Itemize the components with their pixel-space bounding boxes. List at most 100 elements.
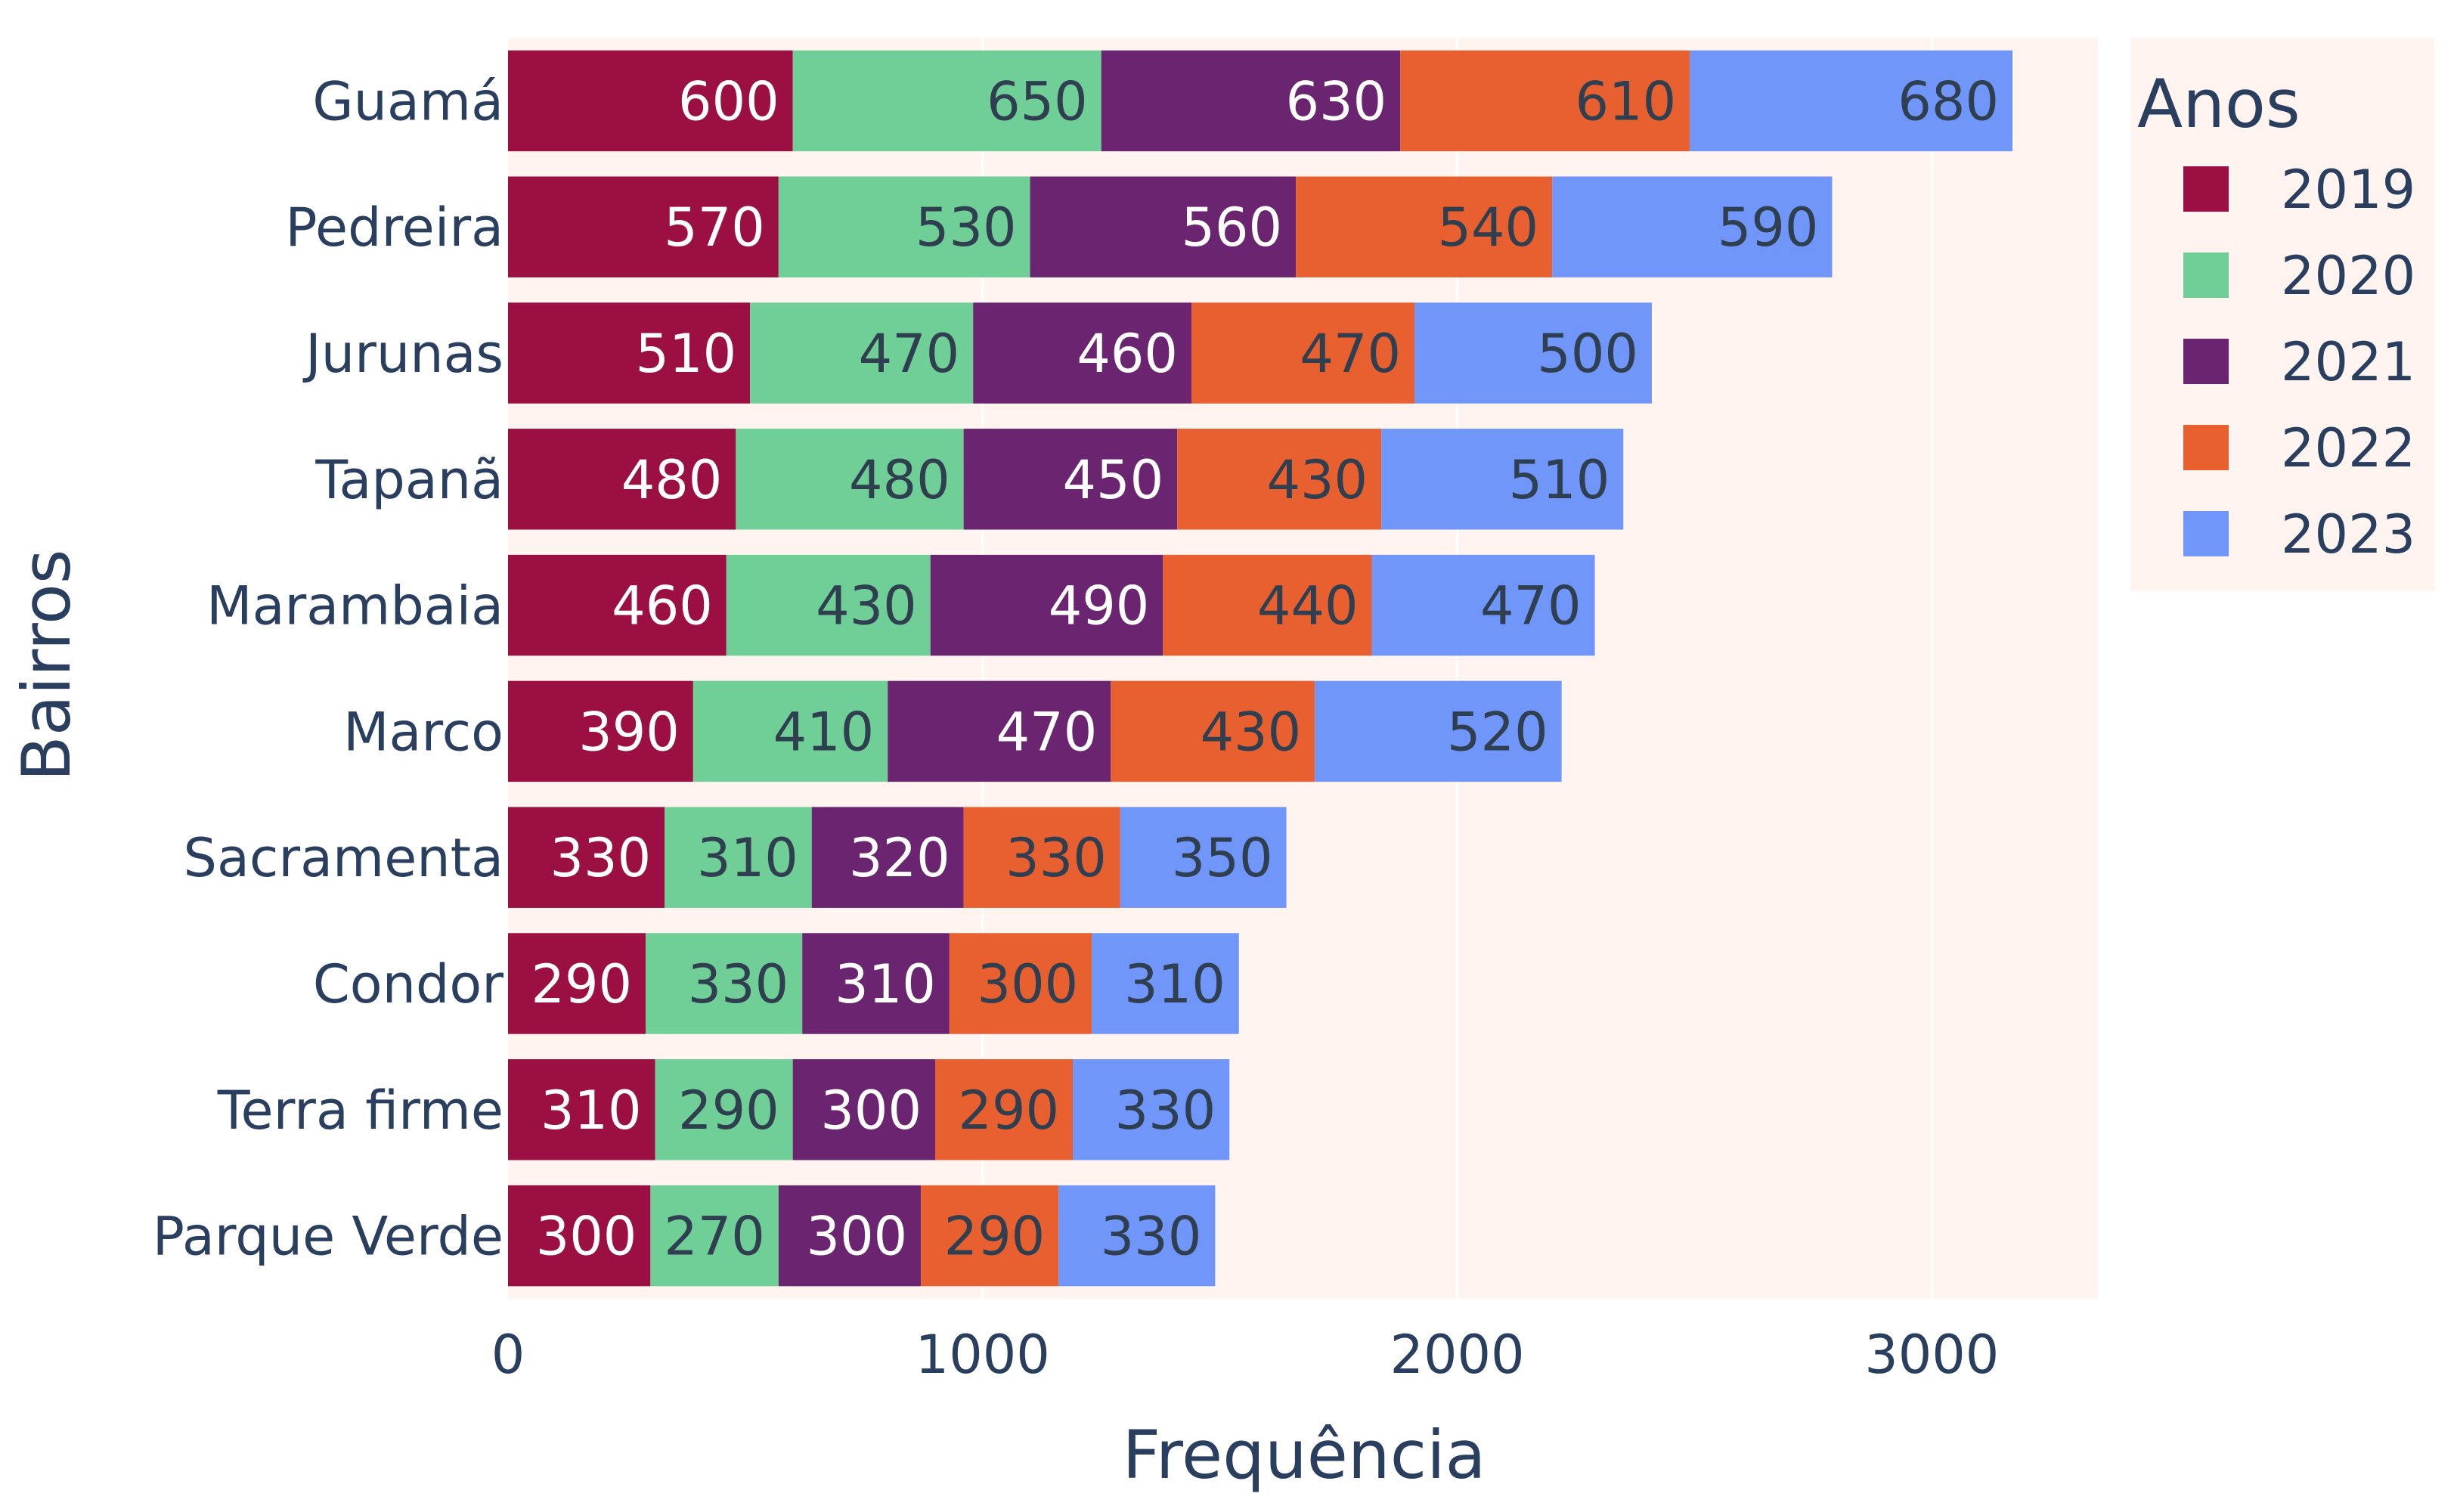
bar-value-label: 300 xyxy=(536,1206,637,1268)
bar-segment xyxy=(888,680,1111,782)
bar-segment xyxy=(963,807,1120,908)
bar-segment xyxy=(508,554,727,656)
bar-value-label: 310 xyxy=(1124,953,1225,1015)
bar-value-label: 330 xyxy=(1005,827,1107,889)
bar-value-label: 510 xyxy=(1509,449,1610,511)
bar-segment xyxy=(1400,50,1690,152)
bar-value-label: 630 xyxy=(1286,70,1387,132)
category-label: Sacramenta xyxy=(184,827,503,889)
bar-value-label: 460 xyxy=(612,575,713,637)
bar-segment xyxy=(1111,680,1315,782)
bar-value-label: 430 xyxy=(816,575,917,637)
legend-items: 2019 2020 2021 2022 2023 xyxy=(2183,159,2415,565)
legend-swatch xyxy=(2183,253,2229,298)
bar-value-label: 330 xyxy=(688,953,789,1015)
bar-segment xyxy=(1073,1059,1230,1160)
bar-value-label: 470 xyxy=(859,323,960,385)
category-label: Marco xyxy=(343,701,503,763)
bar-value-label: 520 xyxy=(1447,701,1548,763)
category-label: Parque Verde xyxy=(153,1206,503,1268)
bar-value-label: 610 xyxy=(1576,70,1677,132)
legend-label: 2022 xyxy=(2281,417,2415,479)
x-axis-ticks: 0 1000 2000 3000 xyxy=(491,1324,2000,1386)
bar-value-label: 310 xyxy=(697,827,798,889)
bar-value-label: 300 xyxy=(807,1206,908,1268)
category-label: Guamá xyxy=(312,70,503,132)
bar-segment xyxy=(508,680,693,782)
bar-segment xyxy=(646,933,803,1034)
bar-segment xyxy=(934,1059,1074,1160)
bar-value-label: 470 xyxy=(1480,575,1582,637)
bar-segment xyxy=(1101,50,1401,152)
legend-title: Anos xyxy=(2137,65,2301,143)
bar-value-label: 300 xyxy=(978,953,1079,1015)
bar-segment xyxy=(1381,429,1624,530)
bar-segment xyxy=(778,176,1030,277)
bar-segment xyxy=(1191,302,1415,404)
bar-value-label: 410 xyxy=(773,701,875,763)
bar-value-label: 680 xyxy=(1898,70,1999,132)
x-tick-label: 2000 xyxy=(1390,1324,1524,1386)
bar-segment xyxy=(1030,176,1297,277)
bar-value-label: 450 xyxy=(1063,449,1164,511)
bar-segment xyxy=(778,1185,922,1287)
bar-segment xyxy=(508,176,779,277)
legend-background xyxy=(2130,38,2434,591)
x-tick-label: 1000 xyxy=(916,1324,1050,1386)
bar-segment xyxy=(508,933,646,1034)
category-label: Jurunas xyxy=(302,323,503,385)
bar-segment xyxy=(1690,50,2013,152)
bar-segment xyxy=(802,933,950,1034)
bar-segment xyxy=(1414,302,1652,404)
legend-label: 2023 xyxy=(2281,503,2415,565)
bar-segment xyxy=(1315,680,1562,782)
bar-segment xyxy=(1092,933,1239,1034)
legend-swatch xyxy=(2183,166,2229,212)
y-axis-title: Bairros xyxy=(8,549,85,781)
bar-value-label: 350 xyxy=(1172,827,1273,889)
bar-value-label: 500 xyxy=(1537,323,1638,385)
bar-value-label: 570 xyxy=(664,197,765,259)
bar-value-label: 480 xyxy=(849,449,950,511)
bar-segment xyxy=(508,1185,651,1287)
bar-value-label: 430 xyxy=(1266,449,1368,511)
legend-label: 2021 xyxy=(2281,331,2415,393)
bar-value-label: 330 xyxy=(1115,1080,1216,1142)
bar-value-label: 290 xyxy=(678,1080,779,1142)
bar-value-label: 290 xyxy=(958,1080,1059,1142)
bar-segment xyxy=(650,1185,779,1287)
category-label: Tapanã xyxy=(314,449,503,511)
bar-segment xyxy=(1058,1185,1216,1287)
bar-segment xyxy=(930,554,1163,656)
bar-value-label: 650 xyxy=(987,70,1088,132)
legend-label: 2020 xyxy=(2281,245,2415,307)
category-label: Marambaia xyxy=(206,575,503,637)
bar-value-label: 480 xyxy=(621,449,723,511)
bar-segment xyxy=(508,1059,655,1160)
bar-value-label: 290 xyxy=(531,953,632,1015)
bar-segment xyxy=(508,302,751,404)
legend-swatch xyxy=(2183,511,2229,556)
bar-segment xyxy=(792,50,1101,152)
x-tick-label: 3000 xyxy=(1864,1324,1999,1386)
x-axis-title: Frequência xyxy=(1123,1416,1486,1494)
bar-segment xyxy=(1120,807,1287,908)
bar-segment xyxy=(973,302,1191,404)
bar-value-label: 490 xyxy=(1049,575,1150,637)
bar-segment xyxy=(692,680,888,782)
x-tick-label: 0 xyxy=(491,1324,525,1386)
bar-segment xyxy=(726,554,931,656)
category-label: Pedreira xyxy=(285,197,503,259)
bar-value-label: 510 xyxy=(636,323,737,385)
bar-value-label: 310 xyxy=(835,953,936,1015)
bar-segment xyxy=(792,1059,935,1160)
bar-value-label: 470 xyxy=(996,701,1098,763)
bar-value-label: 530 xyxy=(916,197,1017,259)
legend-swatch xyxy=(2183,339,2229,384)
bar-segment xyxy=(1177,429,1382,530)
legend: Anos 2019 2020 2021 2022 2023 xyxy=(2130,38,2434,591)
bar-value-label: 590 xyxy=(1718,197,1819,259)
bar-value-label: 460 xyxy=(1077,323,1178,385)
bar-value-label: 330 xyxy=(1101,1206,1202,1268)
